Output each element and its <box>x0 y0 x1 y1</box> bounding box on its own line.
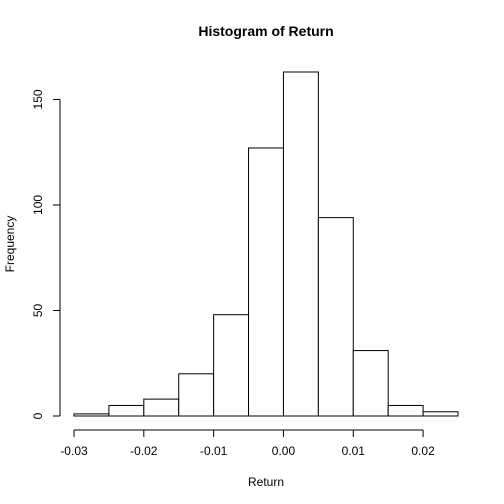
chart-title: Histogram of Return <box>198 23 333 39</box>
y-tick-label: 150 <box>31 89 45 109</box>
histogram-bar <box>317 217 354 417</box>
x-tick-label: 0.00 <box>272 444 296 458</box>
histogram-bar <box>143 398 180 417</box>
histogram-bar <box>108 404 145 417</box>
histogram-bar <box>387 404 424 417</box>
x-tick-label: -0.03 <box>60 444 88 458</box>
histogram-bar <box>213 314 250 417</box>
bars-group <box>73 71 459 417</box>
histogram-bar <box>282 71 319 417</box>
histogram-bar <box>73 413 110 417</box>
y-tick-label: 50 <box>31 303 45 317</box>
histogram-bar <box>248 147 284 417</box>
histogram-bar <box>352 350 389 417</box>
histogram-bar <box>422 411 459 417</box>
y-axis-label: Frequency <box>3 216 17 273</box>
histogram-bar <box>178 373 215 417</box>
x-axis: -0.03 -0.02 -0.01 0.00 0.01 0.02 <box>60 429 435 458</box>
y-tick-label: 0 <box>31 412 45 419</box>
y-axis: 0 50 100 150 <box>31 89 61 419</box>
x-tick-label: -0.01 <box>200 444 228 458</box>
y-tick-label: 100 <box>31 195 45 215</box>
x-tick-label: 0.01 <box>342 444 366 458</box>
x-axis-label: Return <box>248 475 284 489</box>
x-tick-label: -0.02 <box>130 444 158 458</box>
x-tick-label: 0.02 <box>411 444 435 458</box>
